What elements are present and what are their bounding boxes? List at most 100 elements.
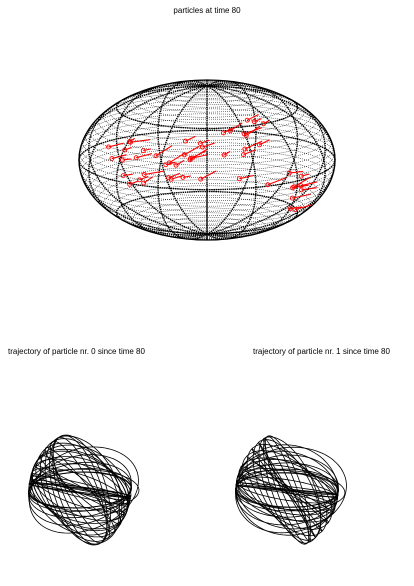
particle-track [129,137,136,143]
trajectory-1-plot [235,435,347,545]
latitude-ring [176,225,238,240]
particle-track [111,154,127,160]
particle-point [199,144,205,150]
trajectory-loop [246,456,329,524]
particle-track [200,170,217,180]
trajectory-loop [44,435,123,545]
particle-point [292,207,298,213]
particle-point [241,152,246,158]
trajectory-loop [28,471,132,509]
particle-point [120,157,125,163]
particle-track [292,193,311,199]
particle-point [287,206,293,212]
particle-point [198,176,204,182]
trajectory-loop [34,464,126,516]
trajectory-loop [28,463,132,517]
particle-point [140,148,146,154]
latitude-ring [176,80,238,95]
particle-point [182,138,188,144]
latitude-line [78,129,336,191]
particle-track [254,118,262,123]
trajectory-loops [235,435,347,545]
particle-point [242,146,248,152]
particle-point [133,155,139,161]
particle-track [129,180,139,185]
trajectory-loop [236,464,338,516]
particle-point [187,157,193,163]
particle-point [256,142,262,148]
latitude-ring [82,113,332,172]
latitude-ring [123,83,291,124]
latitude-ring [186,81,228,92]
trajectory-loop [236,468,338,512]
particle-track [184,145,200,156]
particle-track [144,170,164,176]
particle-point [286,170,292,176]
particle-point [120,173,126,179]
particle-point [168,176,174,182]
trajectory-1-title: trajectory of particle nr. 1 since time … [253,347,390,356]
latitude-ring [79,135,335,196]
particle-track [175,159,185,166]
trajectory-loop [241,450,333,530]
particle-point [122,147,128,153]
particle-point [290,185,296,191]
trajectory-loop [246,443,328,537]
particle-point [227,128,233,134]
trajectory-loop [235,476,339,504]
particle-point [298,173,304,179]
particle-track [300,181,318,187]
sphere-wireframe [78,79,336,241]
particle-point [241,131,247,137]
particle-track [292,184,309,189]
particle-point [265,182,271,188]
particle-track [136,153,153,159]
particle-track [200,139,210,144]
particle-track [155,145,173,157]
trajectory-loop [241,482,339,498]
latitude-line [115,85,299,130]
particle-track [243,127,263,135]
sphere-outline [78,79,336,241]
particle-point [244,117,250,123]
particle-point [251,119,257,125]
particle-point [153,153,159,159]
trajectory-loop [44,447,116,533]
meridian-line [87,84,326,236]
particle-point [173,162,179,168]
trajectory-loop [252,439,322,541]
trajectory-loop [235,444,339,536]
particle-point [261,121,266,127]
trajectory-loop [30,467,130,513]
particle-track [108,142,124,148]
latitude-ring [82,148,332,207]
latitude-ring [79,124,335,185]
trajectory-loop [31,450,129,530]
trajectory-loop [251,448,323,532]
particle-point [141,180,147,186]
trajectory-loops [28,434,140,546]
latitude-ring [109,88,305,135]
particle-track [143,148,152,152]
particle-track [301,187,317,191]
trajectory-loop [235,450,339,530]
particle-point [137,177,143,183]
particle-track [192,154,208,159]
particle-track [124,146,132,151]
particle-point [181,152,187,158]
trajectory-loop [49,434,111,546]
trajectory-loop [28,446,139,534]
trajectory-loop [258,436,322,544]
main-chart-title: particles at time 80 [173,6,241,15]
particle-track [293,176,311,188]
particle-track [182,175,191,178]
particle-track [263,120,269,125]
particle-point [106,144,111,150]
particle-point [236,176,242,182]
particles [106,113,318,213]
particle-track [239,174,255,180]
particle-track [223,150,231,156]
particle-point [221,130,226,136]
trajectory-loop [236,458,338,522]
trajectory-0-title: trajectory of particle nr. 0 since time … [8,347,145,356]
